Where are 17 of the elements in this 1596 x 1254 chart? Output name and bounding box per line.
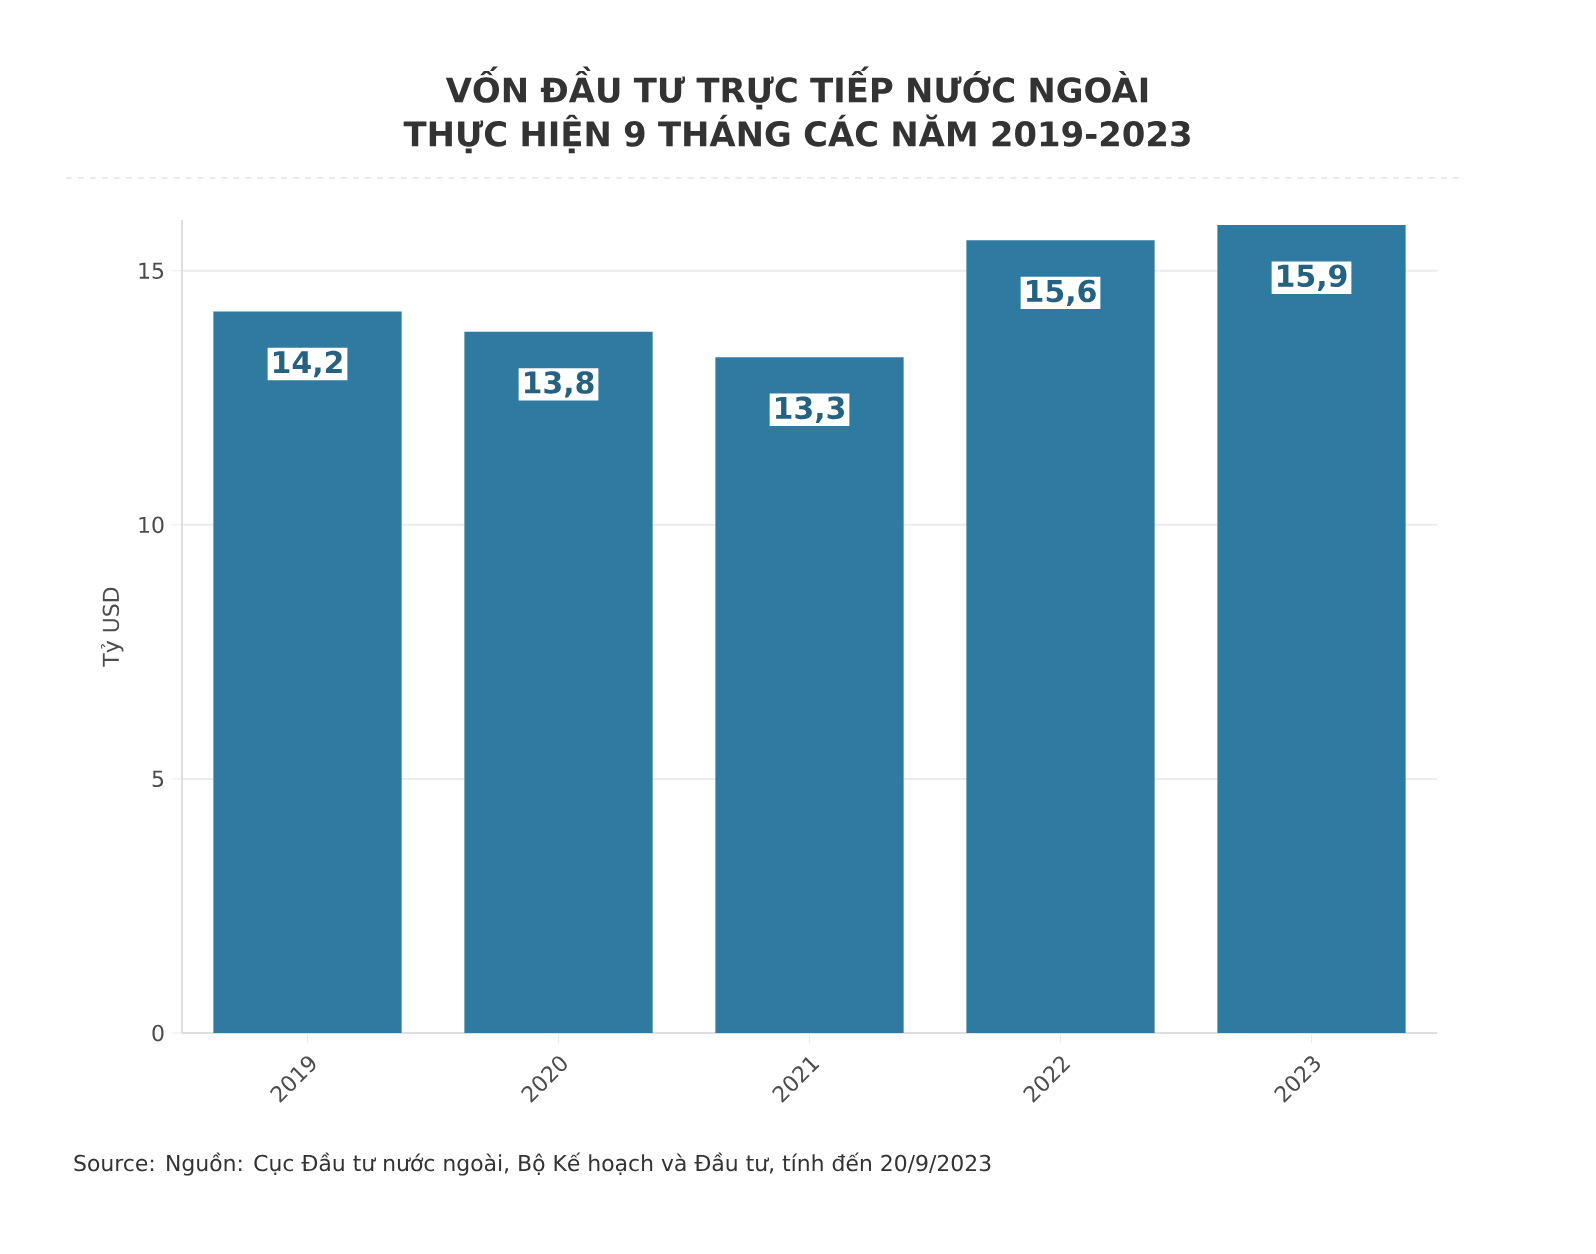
- data-label: 15,6: [1027, 279, 1096, 307]
- bar: [966, 240, 1155, 1033]
- y-tick-label: 15: [139, 262, 164, 279]
- bar: [464, 331, 653, 1033]
- data-label: 15,9: [1278, 264, 1347, 291]
- y-tick-label: 10: [139, 516, 164, 534]
- y-tick-label: 5: [152, 770, 164, 788]
- bar: [213, 311, 402, 1033]
- bar: [715, 357, 904, 1033]
- chart-title: VỐN ĐẦU TƯ TRỰC TIẾP NƯỚC NGOÀI THỰC HIỆN 9 THÁNG CÁC NĂM 2019-2023: [403, 66, 1190, 154]
- bar: [1217, 225, 1406, 1033]
- data-label: 13,3: [776, 396, 845, 424]
- data-label: 13,8: [525, 371, 594, 398]
- data-label: 14,2: [274, 350, 342, 378]
- source-note: Source: Nguồn: Cục Đầu tư nước ngoài, Bộ Kế hoạch và Đầu tư, tính đến 20/9/2023: [74, 1152, 991, 1176]
- y-tick-label: 0: [152, 1024, 164, 1042]
- y-axis-title: Tỷ USD: [101, 587, 124, 667]
